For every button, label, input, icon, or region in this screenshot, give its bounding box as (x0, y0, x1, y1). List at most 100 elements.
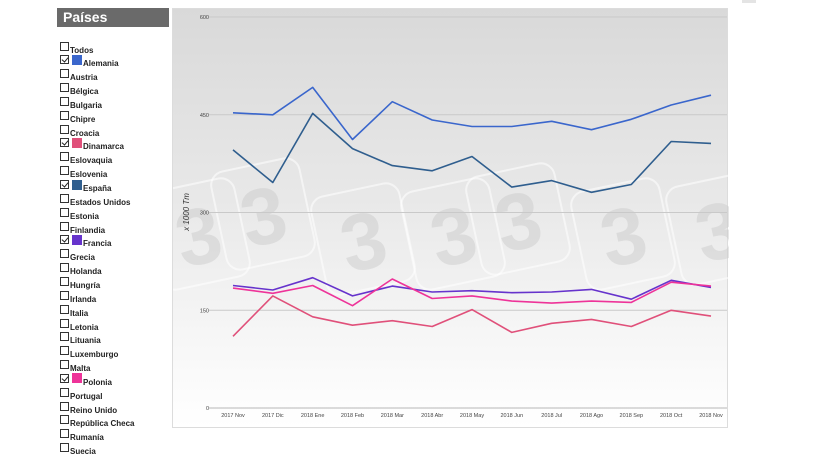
x-tick-label: 2018 Mar (381, 413, 404, 419)
country-checkbox[interactable] (60, 152, 69, 162)
x-tick-label: 2018 Sep (620, 413, 644, 419)
y-tick-label: 600 (200, 15, 209, 21)
country-checkbox[interactable] (60, 276, 69, 286)
country-item-espana[interactable]: España (60, 179, 112, 193)
country-item-estonia[interactable]: Estonia (60, 206, 99, 221)
country-checkbox[interactable] (60, 318, 69, 328)
x-tick-label: 2018 Jul (541, 413, 562, 419)
watermark-badge (570, 177, 676, 291)
country-label: Lituania (70, 336, 101, 346)
country-item-suecia[interactable]: Suecia (60, 442, 96, 457)
country-label: Suecia (70, 447, 96, 457)
country-label: España (83, 184, 112, 193)
series-color-swatch (72, 137, 82, 148)
country-item-grecia[interactable]: Grecia (60, 248, 95, 263)
watermark-digit: 3 (593, 188, 655, 284)
watermark-badge (400, 177, 506, 291)
country-checkbox[interactable] (60, 166, 69, 176)
country-label: Bélgica (70, 87, 99, 97)
country-item-bulgaria[interactable]: Bulgaria (60, 95, 102, 110)
corner-mark (742, 0, 756, 3)
country-checkbox[interactable] (60, 55, 69, 65)
country-checkbox[interactable] (60, 373, 69, 383)
country-item-reino-unido[interactable]: Reino Unido (60, 400, 117, 415)
x-tick-label: 2017 Dic (262, 413, 284, 419)
country-item-belgica[interactable]: Bélgica (60, 82, 99, 97)
country-item-alemania[interactable]: Alemania (60, 54, 119, 69)
country-item-hungria[interactable]: Hungría (60, 275, 101, 290)
series-line-dinamarca (232, 295, 712, 337)
country-checkbox[interactable] (60, 83, 69, 93)
country-label: Todos (70, 45, 94, 55)
country-item-estados-unidos[interactable]: Estados Unidos (60, 192, 130, 207)
country-item-polonia[interactable]: Polonia (60, 372, 112, 387)
country-checkbox[interactable] (60, 69, 69, 79)
country-label: Eslovenia (70, 170, 108, 180)
country-item-finlandia[interactable]: Finlandia (60, 220, 106, 235)
country-item-dinamarca[interactable]: Dinamarca (60, 137, 124, 152)
x-tick-label: 2018 Nov (699, 413, 723, 419)
country-item-lituania[interactable]: Lituania (60, 331, 101, 346)
country-checkbox[interactable] (60, 429, 69, 439)
country-label: Alemania (83, 59, 119, 69)
country-label: Hungría (70, 280, 101, 290)
country-item-holanda[interactable]: Holanda (60, 262, 102, 276)
watermark-badge (465, 162, 571, 276)
country-checkbox[interactable] (60, 124, 69, 134)
country-label: Eslovaquia (70, 156, 113, 166)
country-item-todos[interactable]: Todos (60, 40, 94, 55)
country-checkbox[interactable] (60, 443, 69, 453)
country-filter-panel: Países Todos Alemania Austria Bélgica Bulgar… (57, 8, 169, 456)
country-checkbox[interactable] (60, 249, 69, 259)
country-item-rumania[interactable]: Rumanía (60, 428, 104, 442)
country-checkbox[interactable] (60, 110, 69, 120)
country-checkbox[interactable] (60, 263, 69, 273)
country-label: Austria (70, 73, 98, 83)
series-line-francia (232, 276, 712, 301)
country-item-republica-checa[interactable]: República Checa (60, 414, 135, 429)
country-item-austria[interactable]: Austria (60, 68, 98, 83)
x-tick-label: 2018 Ago (580, 413, 603, 419)
y-axis-label: x 1000 Tm (182, 193, 191, 232)
country-checkbox[interactable] (60, 193, 69, 203)
country-item-eslovaquia[interactable]: Eslovaquia (60, 151, 113, 166)
country-item-letonia[interactable]: Letonia (60, 317, 98, 332)
country-label: Grecia (70, 253, 95, 263)
country-item-irlanda[interactable]: Irlanda (60, 289, 96, 304)
country-item-luxemburgo[interactable]: Luxemburgo (60, 345, 119, 360)
country-label: Finlandia (70, 225, 106, 235)
x-tick-label: 2017 Nov (221, 413, 245, 419)
country-checkbox[interactable] (60, 41, 69, 51)
series-line-polonia (232, 278, 712, 307)
country-item-croacia[interactable]: Croacia (60, 123, 99, 138)
country-checkbox[interactable] (60, 235, 69, 245)
country-item-portugal[interactable]: Portugal (60, 386, 103, 401)
y-tick-label: 150 (200, 308, 209, 314)
country-item-malta[interactable]: Malta (60, 359, 91, 374)
country-label: Chipre (70, 114, 96, 124)
country-checkbox[interactable] (60, 304, 69, 314)
country-checkbox[interactable] (60, 207, 69, 217)
country-checkbox[interactable] (60, 332, 69, 342)
country-label: República Checa (70, 419, 135, 429)
country-checkbox[interactable] (60, 387, 69, 397)
x-tick-label: 2018 Jun (501, 413, 524, 419)
country-checkbox[interactable] (60, 401, 69, 411)
country-checkbox[interactable] (60, 221, 69, 231)
country-item-eslovenia[interactable]: Eslovenia (60, 165, 108, 180)
country-label: Malta (70, 364, 91, 374)
country-checkbox[interactable] (60, 96, 69, 106)
country-checkbox[interactable] (60, 360, 69, 370)
country-label: Luxemburgo (70, 350, 119, 360)
country-item-italia[interactable]: Italia (60, 303, 88, 318)
country-item-francia[interactable]: Francia (60, 234, 111, 248)
country-item-chipre[interactable]: Chipre (60, 109, 96, 124)
x-tick-label: 2018 Ene (301, 413, 325, 419)
country-checkbox[interactable] (60, 180, 69, 189)
country-checkbox[interactable] (60, 290, 69, 300)
country-checkbox[interactable] (60, 415, 69, 425)
country-checkbox[interactable] (60, 346, 69, 356)
country-checkbox[interactable] (60, 138, 69, 148)
country-label: Portugal (70, 391, 103, 401)
country-label: Dinamarca (83, 142, 124, 152)
